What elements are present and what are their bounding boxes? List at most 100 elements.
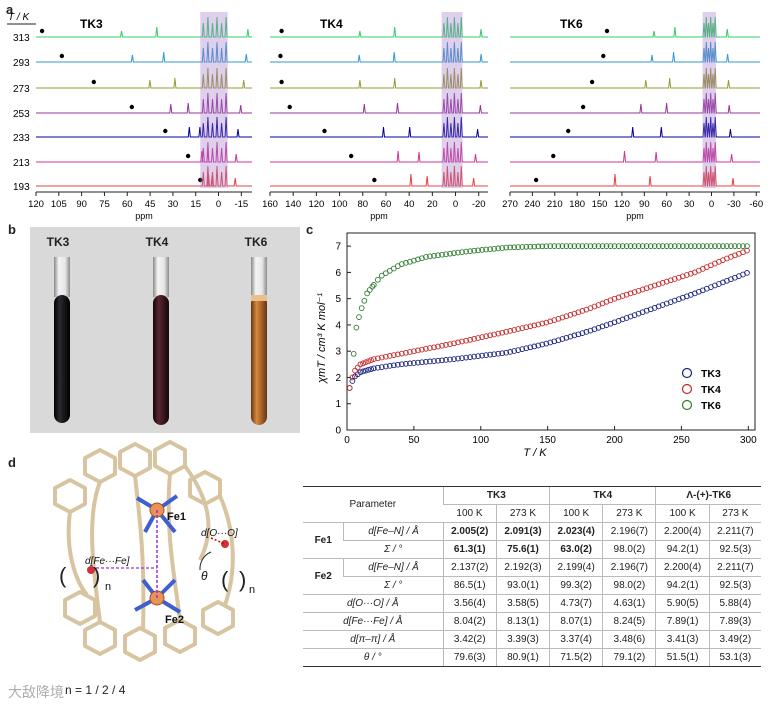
x-tick-label: 200 [606, 435, 623, 446]
data-point [527, 323, 534, 330]
data-point [483, 333, 489, 340]
ppm-tick-label: 60 [661, 199, 672, 210]
shift-marker [566, 128, 571, 134]
data-point [471, 353, 477, 360]
data-point [467, 354, 473, 360]
data-point [394, 351, 401, 358]
data-point [378, 354, 385, 361]
data-point [398, 361, 405, 368]
table-cell: 98.0(2) [602, 540, 656, 559]
data-point [563, 334, 570, 341]
data-point [455, 355, 461, 362]
data-point [543, 319, 550, 326]
table-cell: 5.88(4) [708, 594, 761, 613]
data-point [382, 270, 389, 277]
panel-label-c: c [306, 222, 314, 237]
nmr-trace [270, 116, 488, 138]
x-tick-label: 50 [408, 435, 420, 446]
table-cell: 94.2(1) [655, 540, 710, 559]
data-point [370, 365, 377, 372]
table-cell: 2.137(2) [442, 558, 497, 577]
table-cell: 3.48(6) [602, 630, 656, 649]
data-point [447, 250, 453, 257]
nmr-trace [510, 16, 760, 38]
data-point [487, 332, 493, 339]
data-point [511, 348, 518, 354]
shift-marker [322, 128, 327, 134]
data-point [567, 312, 574, 318]
n-label-left: n [105, 581, 111, 593]
data-point [365, 358, 372, 365]
data-point [352, 367, 358, 374]
data-point [411, 360, 417, 366]
data-point [519, 346, 526, 352]
data-point [451, 250, 457, 256]
data-point [667, 277, 674, 284]
ppm-tick-label: -20 [472, 199, 486, 210]
data-point [346, 385, 353, 391]
shift-marker [372, 177, 377, 183]
d-oo-label: d[O···O] [201, 528, 238, 539]
data-point [635, 287, 642, 294]
temperature-label: 313 [13, 33, 30, 44]
ppm-tick-label: 45 [145, 199, 156, 210]
data-point [683, 243, 690, 249]
data-point [623, 243, 630, 249]
table-cell: 8.24(5) [602, 612, 656, 631]
data-point [467, 248, 473, 254]
y-tick-label: 7 [335, 242, 341, 253]
table-cell: 53.1(3) [708, 648, 761, 667]
data-point [519, 325, 526, 331]
table-cell: 2.192(3) [495, 558, 550, 577]
data-point [447, 341, 453, 347]
ppm-tick-label: 0 [216, 199, 221, 210]
data-point [439, 251, 445, 258]
data-point [378, 272, 385, 279]
data-point [386, 353, 393, 359]
table-cell: 2.023(4) [549, 522, 603, 541]
ppm-axis-label: ppm [370, 211, 388, 221]
data-point [451, 340, 457, 347]
shift-marker [580, 104, 586, 110]
ppm-tick-label: 210 [547, 199, 563, 210]
data-point [459, 249, 465, 255]
nmr-trace [36, 41, 252, 63]
data-point [679, 243, 686, 249]
data-point [479, 334, 485, 340]
shift-marker [533, 177, 539, 183]
data-point [567, 333, 574, 340]
data-point [479, 247, 485, 253]
nmr-trace [36, 165, 252, 187]
data-point [728, 243, 734, 249]
ppm-tick-label: 150 [592, 199, 608, 210]
table-cell: 51.5(1) [655, 648, 710, 667]
table-cell: 80.9(1) [495, 648, 550, 667]
data-point [599, 323, 606, 330]
data-point [551, 338, 558, 345]
data-point [531, 243, 538, 250]
data-point [555, 243, 562, 249]
data-point [744, 270, 750, 276]
data-point [369, 283, 376, 290]
x-tick-label: 100 [472, 435, 489, 446]
data-point [575, 243, 582, 249]
table-cell: 92.5(3) [708, 576, 761, 595]
data-point [651, 282, 658, 289]
data-point [559, 243, 566, 249]
table-row-dfefe: d[Fe···Fe] / Å 8.04(2) 8.13(1) 8.07(1) 8… [303, 612, 761, 631]
table-cell: 79.1(2) [602, 648, 656, 667]
ppm-tick-label: 90 [76, 199, 87, 210]
spectrum-title: TK3 [80, 17, 103, 31]
nmr-trace [510, 67, 760, 89]
data-point [539, 341, 546, 348]
shift-marker [59, 53, 65, 59]
data-point [356, 314, 362, 320]
data-point [491, 331, 497, 338]
data-point [479, 352, 485, 359]
shift-marker [129, 104, 135, 110]
data-point [659, 243, 666, 249]
chart-frame [346, 232, 756, 431]
shift-marker [589, 79, 595, 85]
ppm-tick-label: 75 [99, 199, 110, 210]
y-tick-label: 0 [335, 426, 341, 437]
